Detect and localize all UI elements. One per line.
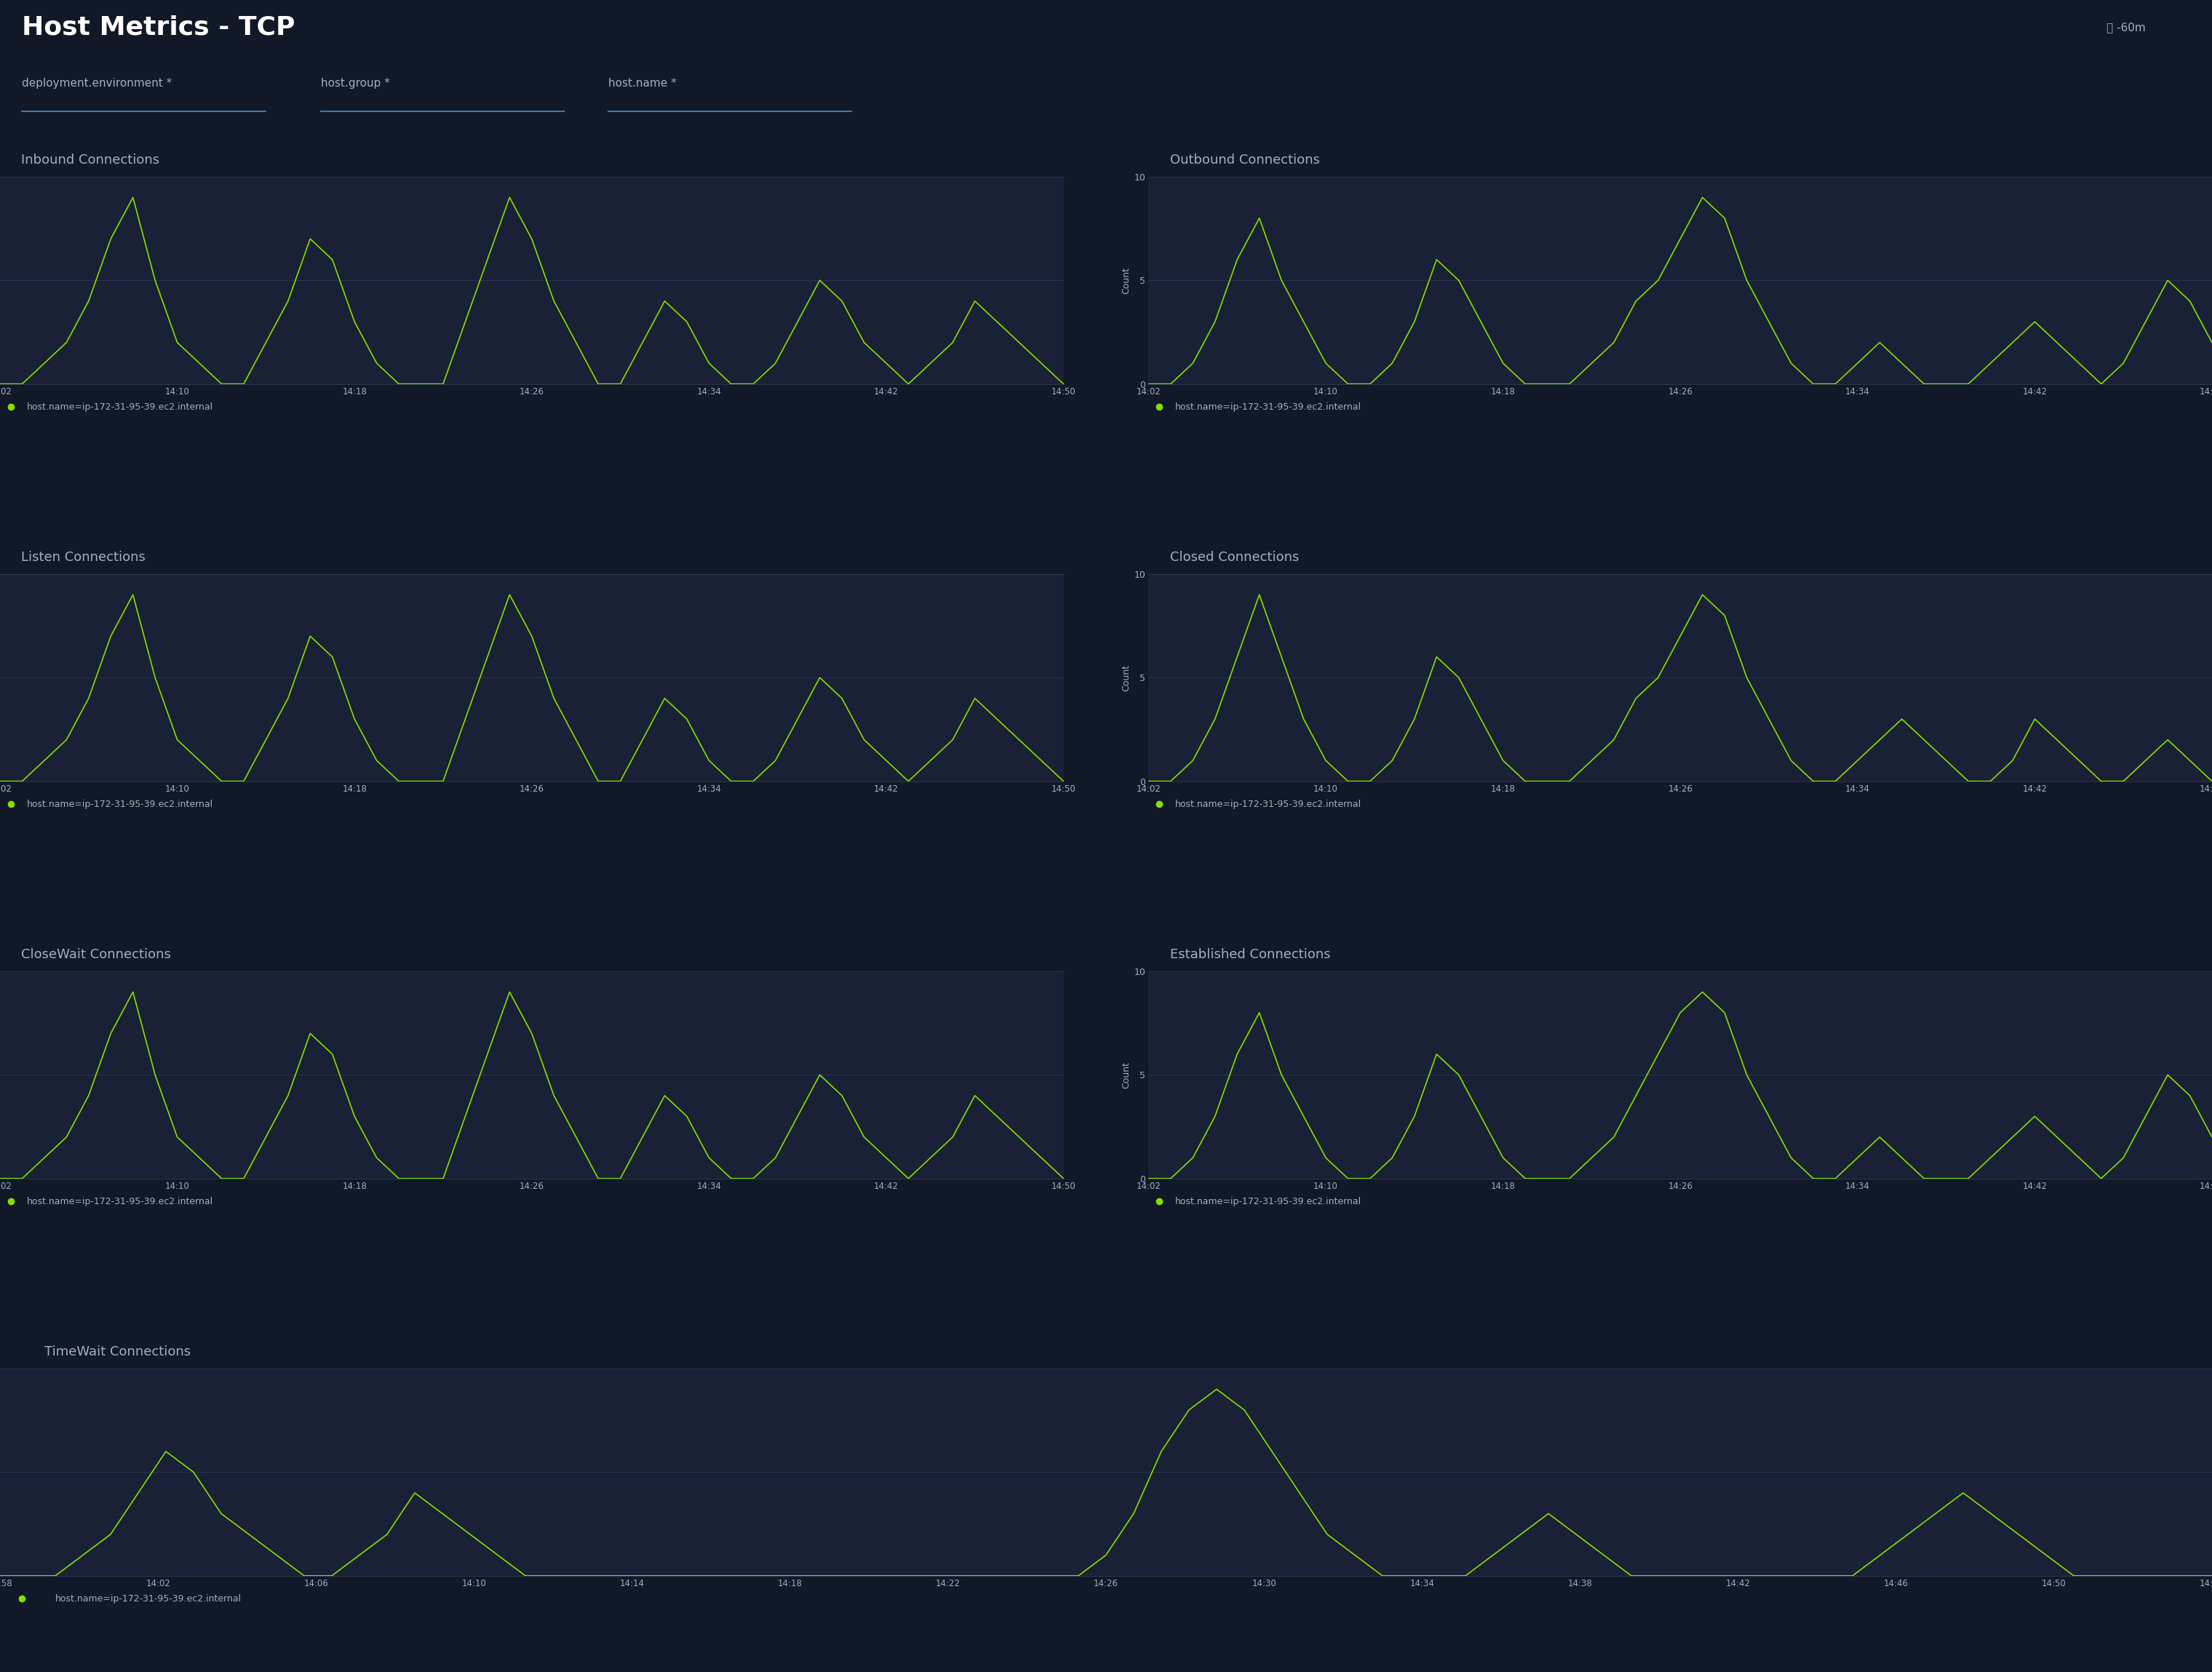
Text: deployment.environment *: deployment.environment *	[22, 79, 173, 89]
Y-axis label: Count: Count	[1121, 268, 1130, 294]
Text: host.name=ip-172-31-95-39.ec2.internal: host.name=ip-172-31-95-39.ec2.internal	[1175, 403, 1363, 411]
Text: host.name=ip-172-31-95-39.ec2.internal: host.name=ip-172-31-95-39.ec2.internal	[1175, 799, 1363, 809]
Text: ⏰ -60m: ⏰ -60m	[2106, 22, 2146, 33]
Text: Listen Connections: Listen Connections	[22, 550, 146, 563]
Text: Established Connections: Established Connections	[1170, 948, 1329, 961]
Text: host.name=ip-172-31-95-39.ec2.internal: host.name=ip-172-31-95-39.ec2.internal	[27, 403, 212, 411]
Y-axis label: Count: Count	[1121, 1062, 1130, 1088]
Text: Outbound Connections: Outbound Connections	[1170, 154, 1321, 166]
Text: host.group *: host.group *	[321, 79, 389, 89]
Y-axis label: Count: Count	[1121, 664, 1130, 691]
Text: Host Metrics - TCP: Host Metrics - TCP	[22, 15, 296, 40]
Text: TimeWait Connections: TimeWait Connections	[44, 1344, 190, 1358]
Text: host.name=ip-172-31-95-39.ec2.internal: host.name=ip-172-31-95-39.ec2.internal	[1175, 1197, 1363, 1206]
Text: host.name *: host.name *	[608, 79, 677, 89]
Text: Inbound Connections: Inbound Connections	[22, 154, 159, 166]
Text: CloseWait Connections: CloseWait Connections	[22, 948, 170, 961]
Text: host.name=ip-172-31-95-39.ec2.internal: host.name=ip-172-31-95-39.ec2.internal	[55, 1593, 241, 1603]
Text: host.name=ip-172-31-95-39.ec2.internal: host.name=ip-172-31-95-39.ec2.internal	[27, 799, 212, 809]
Text: Closed Connections: Closed Connections	[1170, 550, 1298, 563]
Text: host.name=ip-172-31-95-39.ec2.internal: host.name=ip-172-31-95-39.ec2.internal	[27, 1197, 212, 1206]
